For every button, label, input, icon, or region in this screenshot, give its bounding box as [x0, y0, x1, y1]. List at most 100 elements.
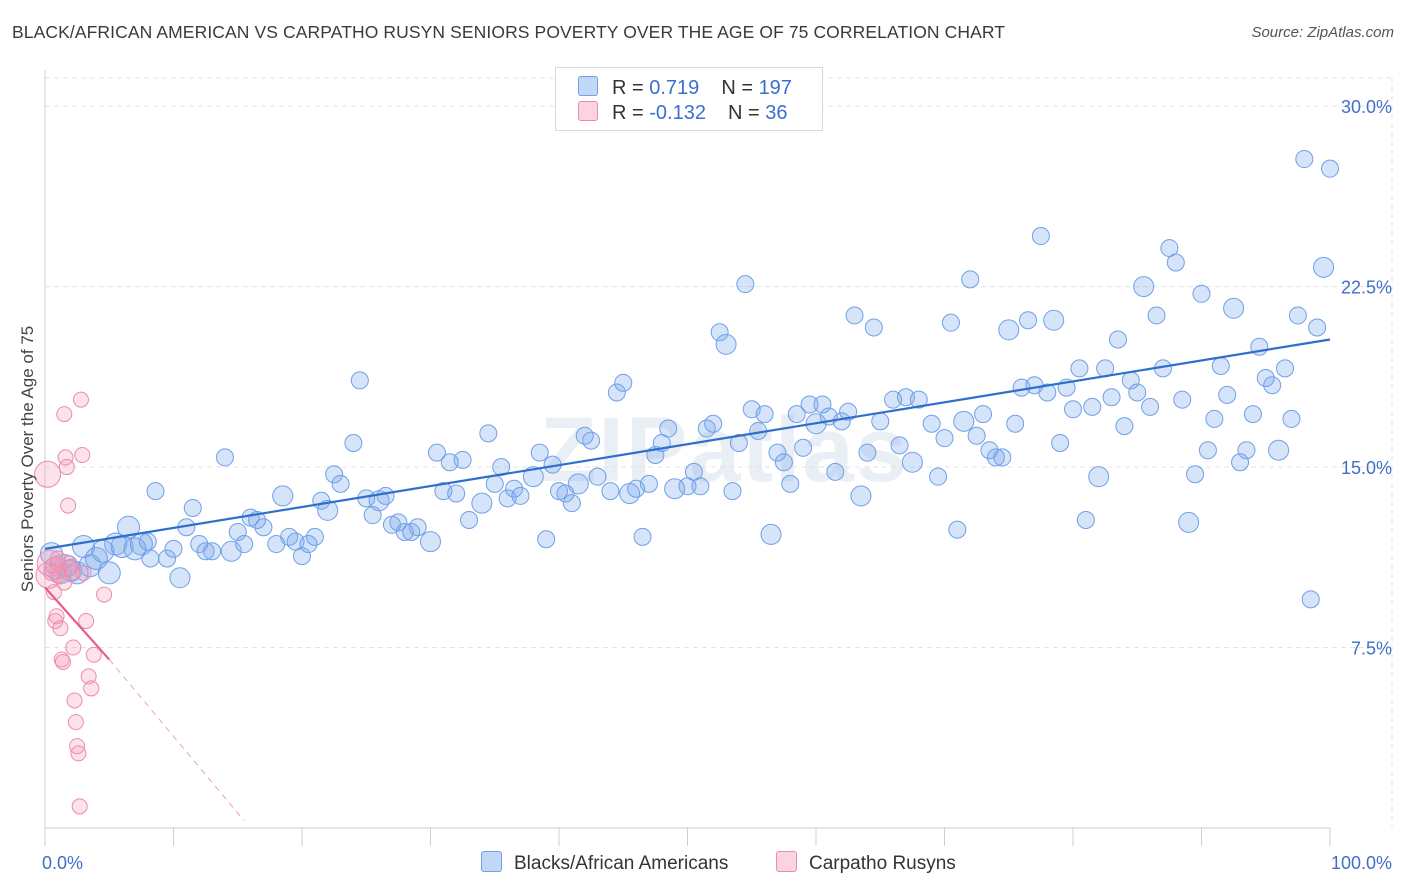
point-carpatho	[78, 613, 95, 630]
point-blacks	[890, 436, 909, 455]
point-blacks	[1223, 297, 1245, 319]
point-blacks	[781, 474, 800, 493]
point-carpatho	[54, 653, 71, 670]
point-carpatho	[71, 798, 88, 815]
legend-r-value: 0.719	[649, 77, 700, 99]
point-blacks	[1295, 150, 1314, 169]
point-blacks	[1276, 359, 1295, 378]
point-blacks	[826, 462, 845, 481]
point-blacks	[1256, 369, 1275, 388]
bottom-legend-label-carpatho: Carpatho Rusyns	[809, 853, 956, 874]
point-blacks	[1218, 385, 1237, 404]
point-blacks	[1166, 253, 1185, 272]
x-tick-label-min: 0.0%	[42, 853, 83, 873]
point-blacks	[485, 474, 504, 493]
point-blacks	[858, 443, 877, 462]
point-blacks	[350, 371, 369, 390]
point-blacks	[755, 405, 774, 424]
point-carpatho	[56, 406, 73, 423]
point-blacks	[1243, 405, 1262, 424]
legend-n-value: 197	[758, 77, 792, 99]
point-blacks	[1133, 276, 1155, 298]
y-tick-label: 30.0%	[1341, 97, 1392, 117]
point-blacks	[974, 405, 993, 424]
point-blacks	[935, 429, 954, 448]
point-blacks	[141, 549, 160, 568]
point-blacks	[901, 451, 923, 473]
point-blacks	[117, 515, 141, 539]
legend-row-carpatho: R = -0.132 N = 36	[578, 101, 787, 127]
point-blacks	[158, 549, 177, 568]
point-carpatho	[80, 668, 97, 685]
point-blacks	[850, 485, 872, 507]
point-blacks	[582, 431, 601, 450]
trend-line-blacks	[44, 338, 1331, 550]
point-blacks	[522, 466, 544, 488]
legend-r-label: R =	[612, 77, 650, 99]
point-carpatho	[60, 497, 77, 514]
point-blacks	[1019, 311, 1038, 330]
point-blacks	[871, 412, 890, 431]
point-blacks	[235, 535, 254, 554]
point-blacks	[1147, 306, 1166, 325]
trend-lines	[44, 338, 1331, 822]
gridlines	[45, 77, 1393, 828]
point-blacks	[864, 318, 883, 337]
point-carpatho	[45, 584, 62, 601]
series-blacks-points	[39, 150, 1339, 609]
point-blacks	[215, 448, 234, 467]
point-blacks	[1128, 383, 1147, 402]
point-blacks	[729, 433, 748, 452]
point-blacks	[1070, 359, 1089, 378]
point-blacks	[1301, 590, 1320, 609]
point-blacks	[203, 542, 222, 561]
point-blacks	[1268, 439, 1290, 461]
point-blacks	[794, 438, 813, 457]
point-blacks	[953, 410, 975, 432]
point-blacks	[1237, 441, 1256, 460]
point-carpatho	[96, 586, 113, 603]
point-carpatho	[49, 550, 66, 567]
axis-labels: 7.5% 15.0% 22.5% 30.0% 0.0% 100.0% Seniors Pov…	[18, 97, 1392, 873]
point-blacks	[929, 467, 948, 486]
point-blacks	[1141, 397, 1160, 416]
point-blacks	[787, 405, 806, 424]
point-blacks	[723, 482, 742, 501]
point-blacks	[1198, 441, 1217, 460]
point-blacks	[961, 270, 980, 289]
point-blacks	[760, 523, 782, 545]
legend-swatch-blue	[578, 76, 598, 96]
point-blacks	[986, 448, 1005, 467]
point-blacks	[601, 482, 620, 501]
point-blacks	[768, 443, 787, 462]
point-blacks	[567, 473, 589, 495]
point-blacks	[479, 424, 498, 443]
point-blacks	[305, 527, 324, 546]
point-carpatho	[74, 447, 91, 464]
point-blacks	[736, 275, 755, 294]
point-blacks	[325, 465, 344, 484]
point-blacks	[1211, 356, 1230, 375]
point-blacks	[299, 535, 318, 554]
point-blacks	[633, 527, 652, 546]
point-blacks	[537, 530, 556, 549]
point-blacks	[530, 443, 549, 462]
point-blacks	[562, 494, 581, 513]
point-blacks	[607, 383, 626, 402]
point-blacks	[909, 390, 928, 409]
point-blacks	[922, 414, 941, 433]
point-blacks	[1031, 227, 1050, 246]
point-blacks	[97, 561, 121, 585]
point-carpatho	[58, 459, 75, 476]
correlation-legend: R = 0.719 N = 197 R = -0.132 N = 36	[555, 67, 823, 131]
point-blacks	[471, 492, 493, 514]
point-blacks	[169, 567, 191, 589]
bottom-legend-label-blacks: Blacks/African Americans	[514, 853, 729, 874]
point-carpatho	[72, 391, 89, 408]
series-carpatho-points	[34, 391, 113, 815]
point-carpatho	[34, 460, 62, 488]
point-blacks	[511, 486, 530, 505]
point-blacks	[1186, 465, 1205, 484]
y-axis-title: Seniors Poverty Over the Age of 75	[18, 326, 37, 592]
